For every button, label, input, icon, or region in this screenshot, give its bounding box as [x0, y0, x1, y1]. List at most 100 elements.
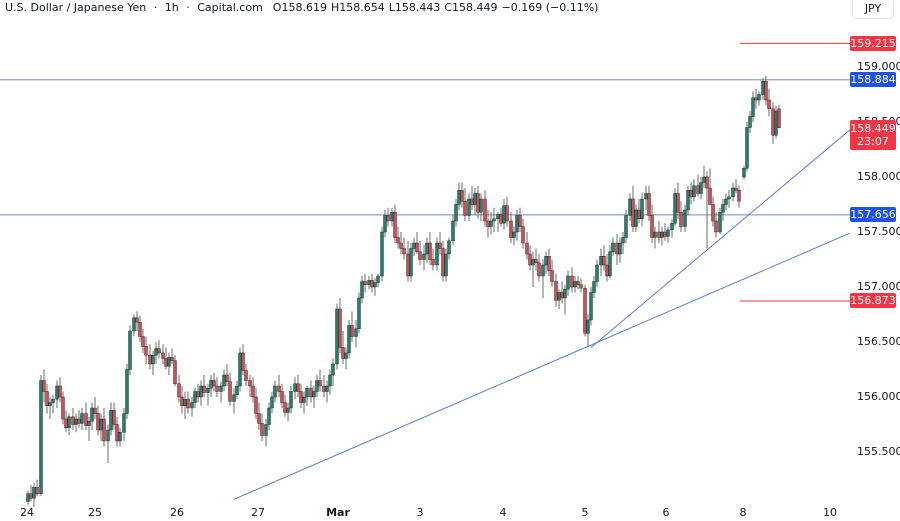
candle — [363, 273, 367, 293]
time-tick: 3 — [416, 506, 424, 519]
candle — [528, 245, 532, 271]
candle — [406, 240, 410, 282]
candle — [64, 410, 68, 433]
candle — [186, 391, 190, 414]
currency-button[interactable]: JPY — [852, 0, 894, 19]
candle — [118, 427, 122, 447]
candle — [74, 413, 78, 433]
candle — [689, 182, 693, 205]
candle — [699, 177, 703, 199]
candle — [473, 188, 477, 216]
candle — [87, 416, 91, 441]
time-tick: 6 — [662, 506, 670, 519]
candle — [563, 284, 567, 315]
candle — [583, 284, 587, 337]
candle — [705, 171, 709, 249]
candle — [418, 240, 422, 265]
candle — [55, 380, 59, 408]
candle — [615, 234, 619, 265]
candle — [338, 298, 342, 353]
price-label-support: 156.873 — [850, 293, 896, 308]
candle — [734, 179, 738, 194]
ohlc-low: L158.443 — [388, 1, 441, 14]
candle — [357, 292, 361, 334]
candle — [202, 375, 206, 397]
candle — [670, 218, 674, 238]
candle — [518, 207, 522, 232]
candle — [212, 372, 216, 392]
candle — [463, 188, 467, 221]
time-tick: Mar — [326, 506, 350, 519]
ohlc-high: H158.654 — [330, 1, 385, 14]
candle — [541, 259, 545, 298]
candle — [376, 273, 380, 287]
candle — [183, 391, 187, 419]
candle — [451, 215, 455, 246]
candle — [154, 342, 158, 364]
candle — [61, 391, 65, 425]
candle — [122, 408, 126, 441]
candle — [157, 339, 161, 359]
candle — [489, 212, 493, 235]
candle — [502, 199, 506, 230]
price-tick: 159.000 — [857, 60, 900, 73]
candle — [264, 419, 268, 447]
candle — [67, 413, 71, 436]
candle — [431, 248, 435, 271]
price-label-horizontal-top: 158.884 — [850, 72, 896, 87]
candle — [296, 375, 300, 397]
candle — [328, 369, 332, 395]
candle — [77, 410, 81, 428]
candle — [476, 185, 480, 219]
price-tick: 157.000 — [857, 280, 900, 293]
candle — [173, 355, 177, 386]
candle — [412, 237, 416, 257]
candle — [711, 196, 715, 227]
ohlc-change: −0.169 (−0.11%) — [501, 1, 599, 14]
candle — [280, 383, 284, 408]
candle — [84, 402, 88, 430]
time-tick: 8 — [739, 506, 747, 519]
candle — [45, 383, 49, 414]
candle — [196, 383, 200, 403]
candle — [486, 210, 490, 238]
candle — [260, 413, 264, 441]
trend-line[interactable] — [590, 129, 851, 348]
candle — [367, 276, 371, 290]
candle — [232, 388, 236, 414]
time-tick: 26 — [170, 506, 184, 519]
candle — [525, 232, 529, 260]
trend-lines — [233, 129, 851, 500]
candle — [509, 212, 513, 243]
candle — [537, 254, 541, 282]
candle — [550, 259, 554, 287]
candle — [167, 353, 171, 375]
candle — [757, 91, 761, 106]
candle — [714, 212, 718, 238]
candle-countdown: 23:07 — [857, 135, 889, 148]
candle — [248, 375, 252, 397]
candle — [640, 193, 644, 227]
price-label-resistance: 159.215 — [850, 36, 896, 51]
candle — [573, 276, 577, 293]
candle — [771, 102, 775, 144]
price-tick: 157.500 — [857, 225, 900, 238]
candle — [721, 199, 725, 221]
candle — [128, 325, 132, 375]
candle — [315, 375, 319, 397]
candle — [112, 402, 116, 430]
trend-line[interactable] — [233, 232, 851, 500]
candle — [58, 377, 62, 403]
candle — [428, 232, 432, 265]
candle — [325, 380, 329, 403]
candle — [350, 311, 354, 342]
candle — [383, 210, 387, 238]
candle — [499, 207, 503, 227]
candle — [309, 380, 313, 403]
symbol-name[interactable]: U.S. Dollar / Japanese Yen · 1h · Capita… — [5, 1, 263, 14]
candle — [132, 314, 136, 337]
candle — [277, 375, 281, 397]
candle — [686, 185, 690, 216]
candle — [422, 245, 426, 271]
